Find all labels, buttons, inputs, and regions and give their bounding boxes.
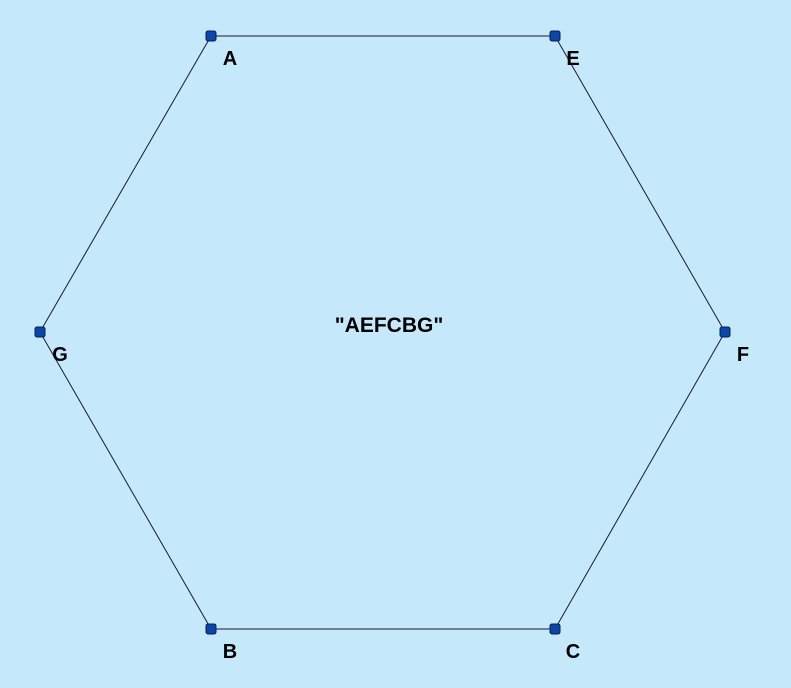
edge-ga xyxy=(39,35,212,333)
hexagon-edges xyxy=(39,35,726,630)
vertex-point-a[interactable] xyxy=(205,30,217,42)
vertex-point-b[interactable] xyxy=(205,623,217,635)
vertex-label-g: G xyxy=(52,344,68,366)
vertex-point-g[interactable] xyxy=(34,326,46,338)
vertex-label-b: B xyxy=(223,641,237,663)
vertex-label-e: E xyxy=(566,48,579,70)
edge-bg xyxy=(39,331,212,630)
vertex-label-a: A xyxy=(223,48,237,70)
polygon-name-caption: "AEFCBG" xyxy=(335,314,444,337)
vertex-point-c[interactable] xyxy=(549,623,561,635)
vertex-point-e[interactable] xyxy=(549,30,561,42)
vertex-label-f: F xyxy=(737,344,749,366)
vertex-point-f[interactable] xyxy=(719,326,731,338)
edge-ef xyxy=(554,35,726,333)
vertex-label-c: C xyxy=(566,641,580,663)
edge-fc xyxy=(554,331,726,630)
hexagon-vertices xyxy=(34,30,731,635)
vertex-labels: A E F C B G xyxy=(52,48,749,663)
